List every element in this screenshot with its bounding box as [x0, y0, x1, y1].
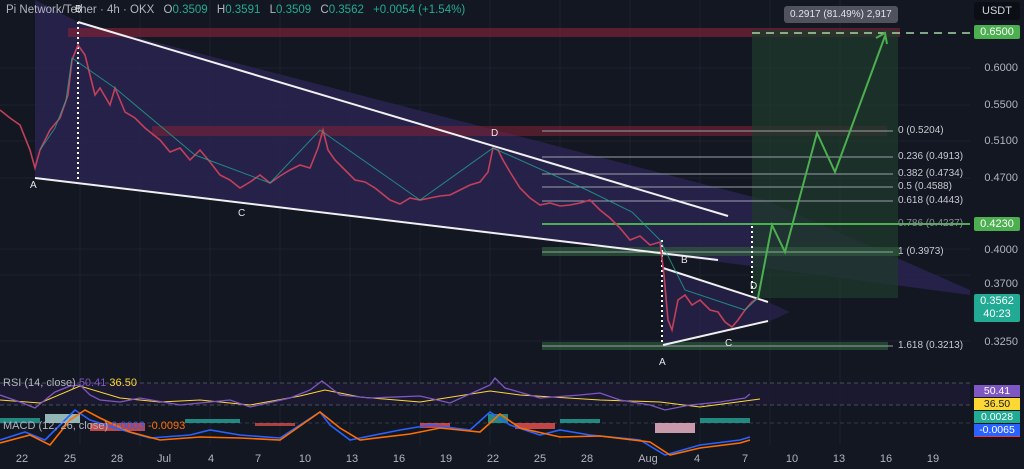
fib-label: 0.382 (0.4734) [898, 168, 964, 179]
rsi-label[interactable]: RSI (14, close) [3, 377, 76, 389]
low-value: 0.3509 [275, 4, 312, 16]
time-tick: 28 [110, 453, 124, 465]
time-tick: 10 [298, 453, 312, 465]
price-tick: 0.3700 [984, 278, 1018, 290]
time-tick: 16 [392, 453, 406, 465]
macd-line [0, 408, 751, 456]
resistance-price-tag: 0.4230 [974, 217, 1020, 231]
wedge-lower-line [34, 177, 719, 261]
wedge-point-c: C [238, 208, 246, 219]
fib-label: 0.618 (0.4443) [898, 195, 964, 206]
triangle-upper-line [662, 267, 769, 303]
rsi-ma-tag: 36.50 [974, 398, 1020, 410]
supply-zone-top [68, 28, 900, 37]
target-box [752, 30, 898, 298]
triangle-point-d: D [750, 281, 758, 292]
price-series [0, 43, 759, 333]
current-price: 0.3562 [980, 295, 1014, 307]
triangle-lower-line [662, 320, 769, 346]
fib-label: 0.5 (0.4588) [898, 181, 952, 192]
rsi-value-tag: 50.41 [974, 385, 1020, 397]
time-tick: 7 [741, 453, 749, 465]
macd-value-tag: -0.0065 [974, 424, 1020, 437]
fib-label: 0 (0.5204) [898, 125, 944, 136]
fib-label: 1.618 (0.3213) [898, 340, 964, 351]
price-tick: 0.5500 [984, 99, 1018, 111]
exchange: OKX [130, 4, 155, 16]
triangle-point-b: B [681, 255, 688, 266]
interval[interactable]: 4h [107, 4, 120, 16]
macd-signal-line [0, 409, 751, 456]
rsi-band [0, 383, 970, 405]
rsi-ma-value: 36.50 [109, 377, 137, 389]
low-label: L [269, 4, 276, 16]
falling-wedge-fill [35, 0, 970, 295]
time-tick: 25 [533, 453, 547, 465]
symbol-name[interactable]: Pi Network/Tether [6, 4, 97, 16]
time-tick: 7 [254, 453, 262, 465]
wedge-point-a: A [30, 180, 37, 191]
symbol-legend: Pi Network/Tether · 4h · OKX O0.3509 H0.… [6, 4, 466, 16]
macd-signal-value: -0.0093 [147, 420, 186, 432]
current-price-tag: 0.3562 40:23 [974, 294, 1020, 322]
projection-path [757, 35, 886, 299]
rsi-value: 50.41 [78, 377, 107, 389]
rsi-line [0, 376, 751, 411]
price-tick: 0.6000 [984, 62, 1018, 74]
projection-arrowhead [875, 31, 888, 45]
open-value: 0.3509 [172, 4, 208, 16]
macd-hist-value: 0.0003 [111, 420, 145, 432]
price-tick: 0.5100 [984, 135, 1018, 147]
fib-label: 0.236 (0.4913) [898, 151, 964, 162]
time-tick: Jul [156, 453, 172, 465]
wedge-point-d: D [491, 128, 499, 139]
time-tick: 25 [63, 453, 77, 465]
rsi-legend: RSI (14, close) 50.41 36.50 [3, 377, 137, 389]
time-tick: Aug [638, 453, 658, 465]
time-tick: 10 [785, 453, 799, 465]
price-series-up [39, 57, 759, 311]
time-tick: 22 [15, 453, 29, 465]
time-tick: 13 [345, 453, 359, 465]
fib-lines [542, 130, 893, 347]
close-label: C [320, 4, 329, 16]
time-tick: 22 [486, 453, 500, 465]
price-tick: 0.4000 [984, 244, 1018, 256]
triangle-point-a: A [659, 357, 666, 368]
time-tick: 19 [439, 453, 453, 465]
time-tick: 19 [926, 453, 940, 465]
fib-label: 0.786 (0.4237) [898, 218, 964, 229]
triangle-fill [663, 268, 790, 345]
target-price-tag: 0.6500 [974, 25, 1020, 39]
time-tick: 28 [580, 453, 594, 465]
high-value: 0.3591 [225, 4, 261, 16]
currency-selector[interactable]: USDT [974, 2, 1020, 20]
time-tick: 16 [879, 453, 893, 465]
wedge-upper-line [77, 21, 729, 217]
macd-hist-tag: 0.0028 [974, 411, 1020, 423]
time-tick: 4 [207, 453, 215, 465]
time-tick: 4 [693, 453, 701, 465]
bar-countdown: 40:23 [983, 308, 1011, 320]
wedge-point-b: B [75, 4, 82, 15]
supply-zone-mid [152, 126, 887, 136]
triangle-point-c: C [725, 338, 733, 349]
measure-tooltip: 0.2917 (81.49%) 2,917 [784, 6, 898, 23]
price-tick: 0.3250 [984, 336, 1018, 348]
macd-label[interactable]: MACD (12, 26, close) [3, 420, 109, 432]
fib-label: 1 (0.3973) [898, 246, 944, 257]
open-label: O [163, 4, 173, 16]
high-label: H [216, 4, 226, 16]
close-value: 0.3562 [328, 4, 364, 16]
change-value: +0.0054 (+1.54%) [373, 4, 466, 16]
macd-legend: MACD (12, 26, close) 0.0003 -0.0093 [3, 420, 185, 432]
rsi-ma-line [0, 385, 761, 408]
price-tick: 0.4700 [984, 172, 1018, 184]
time-tick: 13 [832, 453, 846, 465]
